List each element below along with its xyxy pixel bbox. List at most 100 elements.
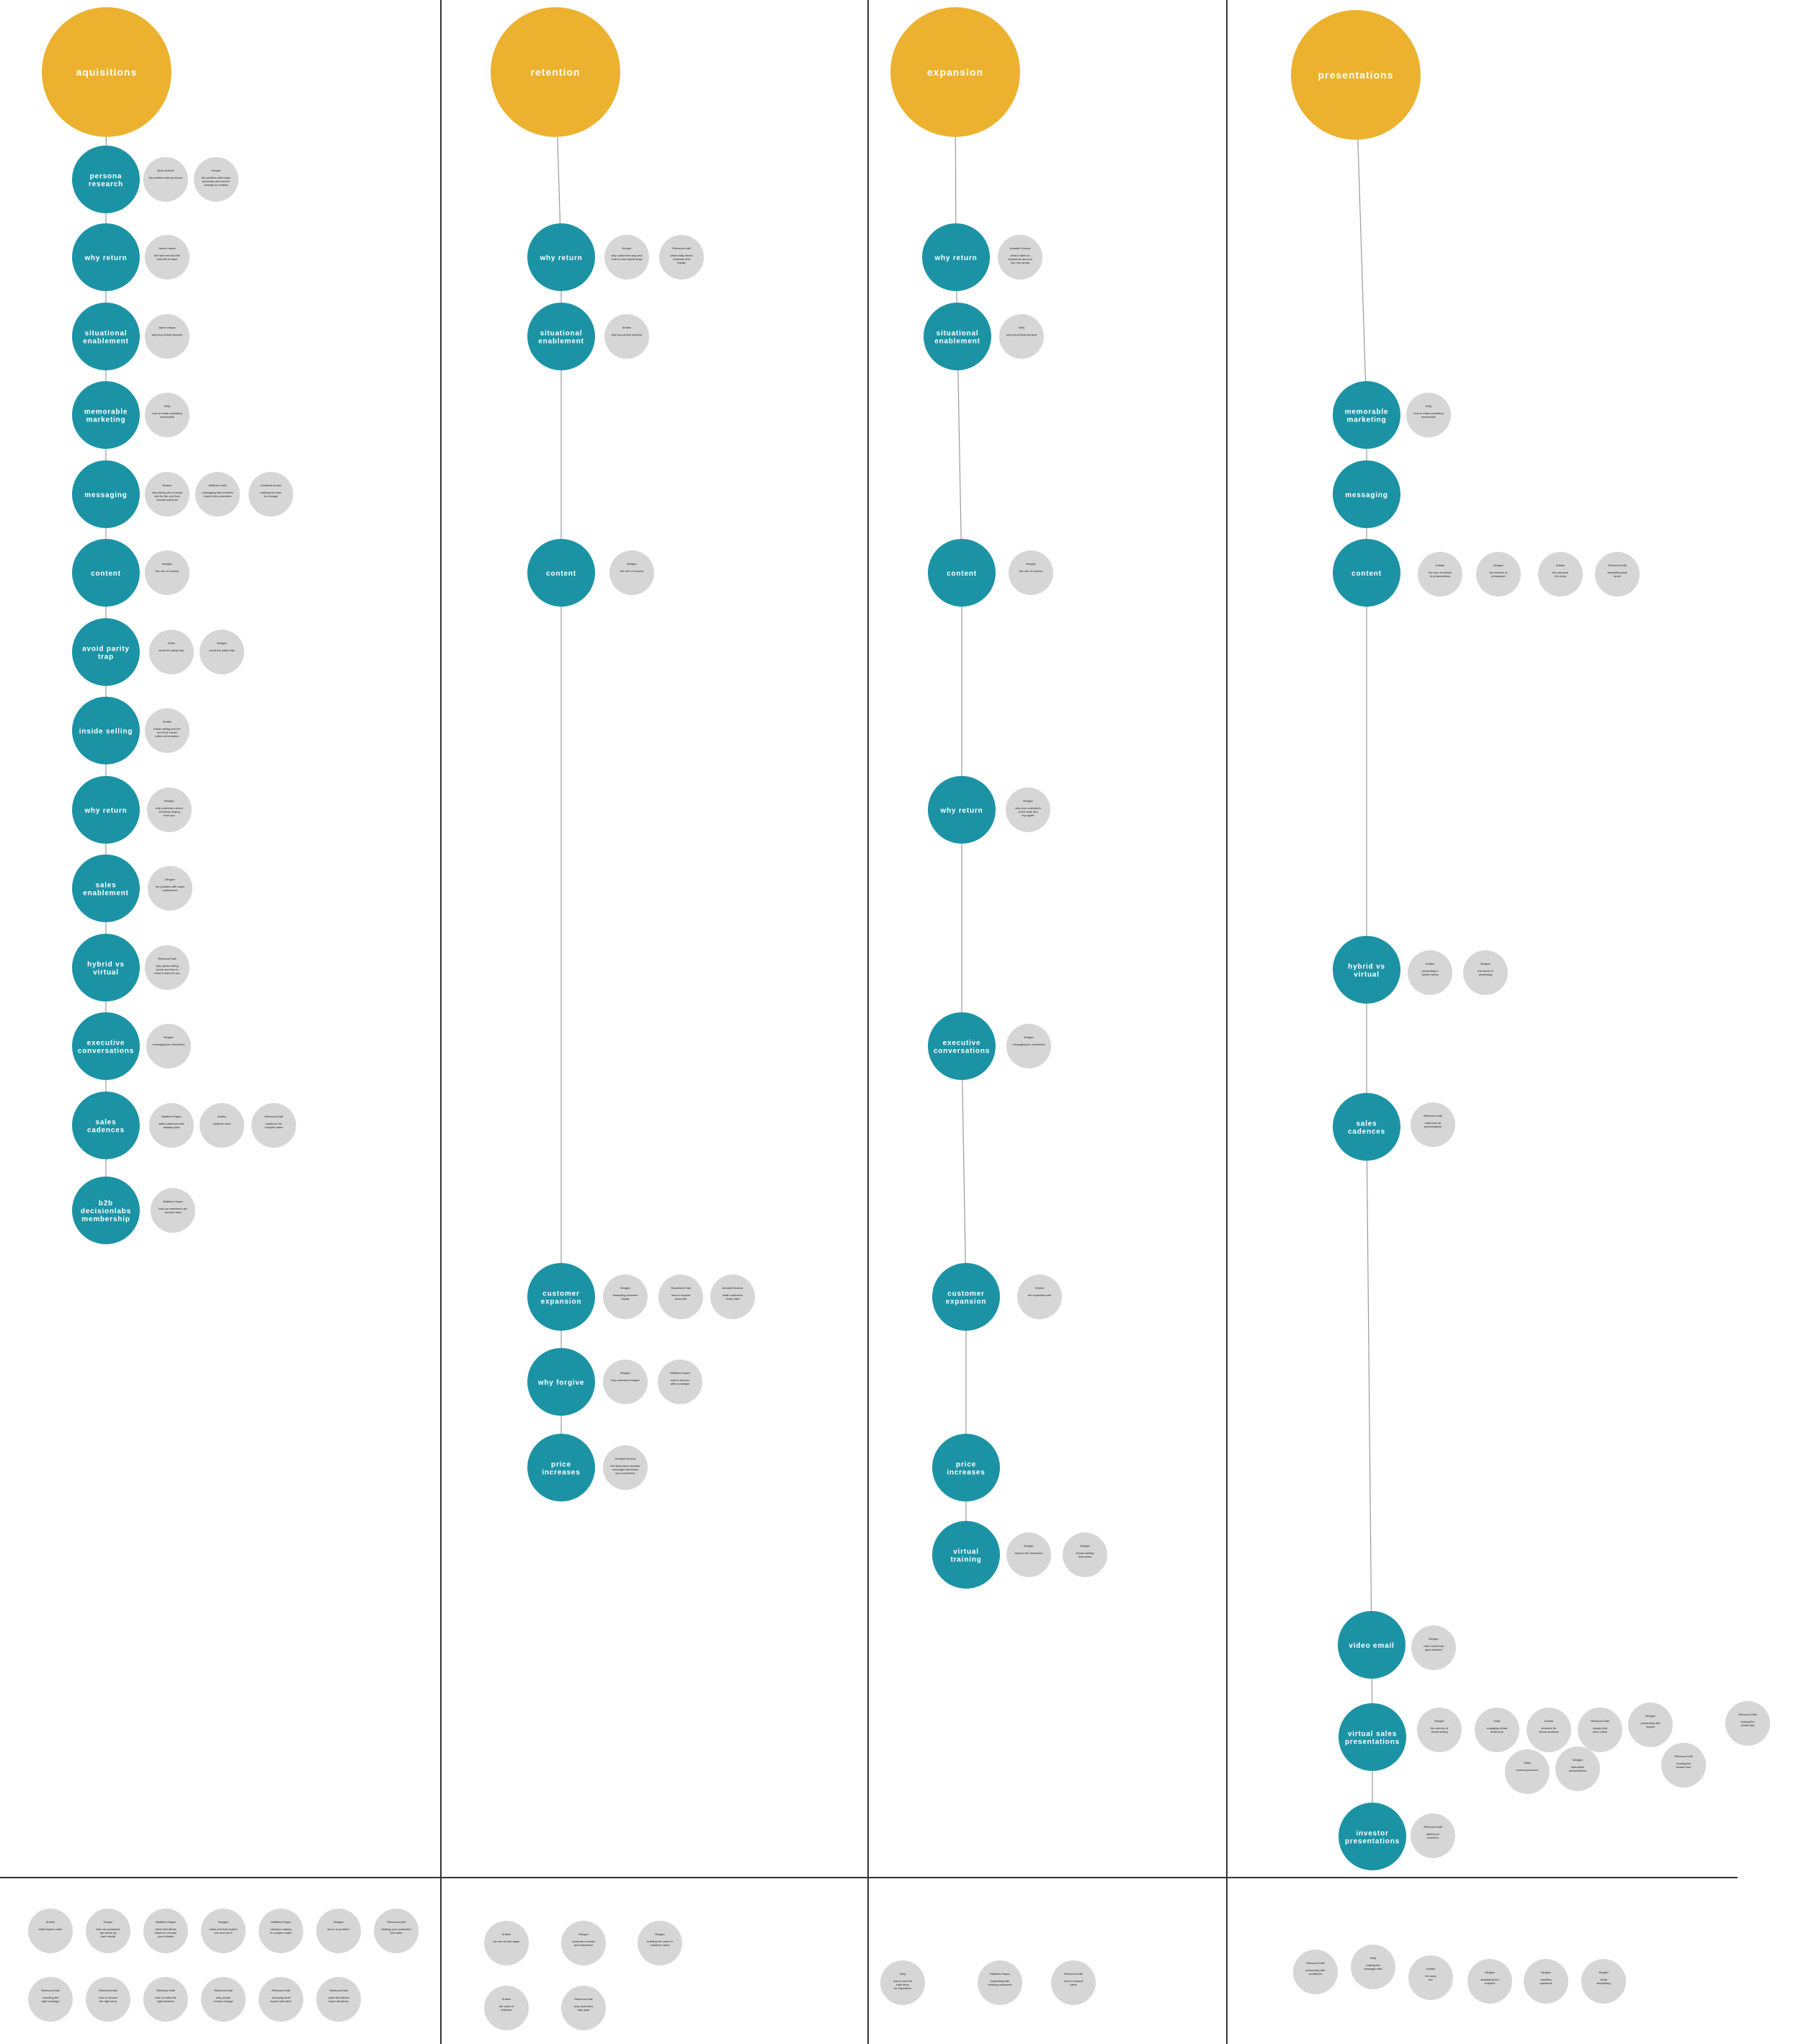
topic-node-content[interactable]: content	[527, 539, 595, 607]
note-bubble-aquisitions-12-1[interactable]: Ashley cadence roles	[200, 1103, 244, 1148]
topic-node-why-return[interactable]: why return	[922, 223, 990, 291]
note-bubble-expansion-4-0[interactable]: Morgan messaging for executives	[1006, 1024, 1051, 1068]
topic-node-why-return[interactable]: why return	[72, 776, 140, 844]
note-bubble-retention-5-0[interactable]: Annabel Durrow the ideal price increaseme…	[603, 1445, 648, 1490]
topic-node-messaging[interactable]: messaging	[72, 460, 140, 528]
note-bubble-expansion-7-0[interactable]: Morgan beyond the classroom	[1006, 1532, 1051, 1577]
note-bubble-expansion-2-0[interactable]: Morgan the role of content	[1009, 550, 1053, 595]
note-bubble-expansion-5-0[interactable]: Kristen the expansion ask	[1017, 1275, 1062, 1319]
topic-node-why-return[interactable]: why return	[928, 776, 996, 844]
note-bubble-aquisitions-11-0[interactable]: Morgan messaging for executives	[146, 1024, 191, 1068]
main-node-expansion[interactable]: expansion	[890, 7, 1020, 137]
note-bubble-expansion-1-0[interactable]: Kelly why buy at that moment	[999, 314, 1044, 359]
topic-node-content[interactable]: content	[928, 539, 996, 607]
note-bubble-aquisitions-2-0[interactable]: Aaron Hayes why buy at that moment	[145, 314, 189, 359]
note-bubble-aquisitions-bottom-5[interactable]: Morgan we've no problem	[316, 1909, 361, 1953]
note-bubble-aquisitions-13-0[interactable]: Matthew Hayes how our members usedecision…	[151, 1188, 195, 1233]
note-bubble-aquisitions-bottom-6[interactable]: Rebecca Kraft helping your customerssell …	[374, 1909, 419, 1953]
topic-node-content[interactable]: content	[72, 539, 140, 607]
topic-node-content[interactable]: content	[1333, 539, 1400, 607]
note-bubble-aquisitions-5-0[interactable]: Morgan the role of content	[145, 550, 189, 595]
note-bubble-retention-0-1[interactable]: Rebecca Kraft what really drivesrenewals …	[659, 235, 704, 280]
topic-node-video-email[interactable]: video email	[1338, 1611, 1406, 1679]
note-bubble-aquisitions-0-0[interactable]: Brian Burnell the problem with personas	[143, 157, 188, 202]
main-node-presentations[interactable]: presentations	[1291, 10, 1421, 140]
note-bubble-aquisitions-4-1[interactable]: Matthew Hunt messaging that convertsbuyer…	[195, 472, 240, 517]
topic-node-why-forgive[interactable]: why forgive	[527, 1348, 595, 1416]
topic-node-inside-selling[interactable]: inside selling	[72, 697, 140, 764]
topic-node-why-return[interactable]: why return	[527, 223, 595, 291]
main-node-retention[interactable]: retention	[491, 7, 620, 137]
topic-node-messaging[interactable]: messaging	[1333, 460, 1400, 528]
note-bubble-retention-2-0[interactable]: Morgan the role of content	[609, 550, 654, 595]
note-bubble-retention-4-0[interactable]: Morgan why customers forgive	[603, 1360, 648, 1404]
topic-node-why-return[interactable]: why return	[72, 223, 140, 291]
